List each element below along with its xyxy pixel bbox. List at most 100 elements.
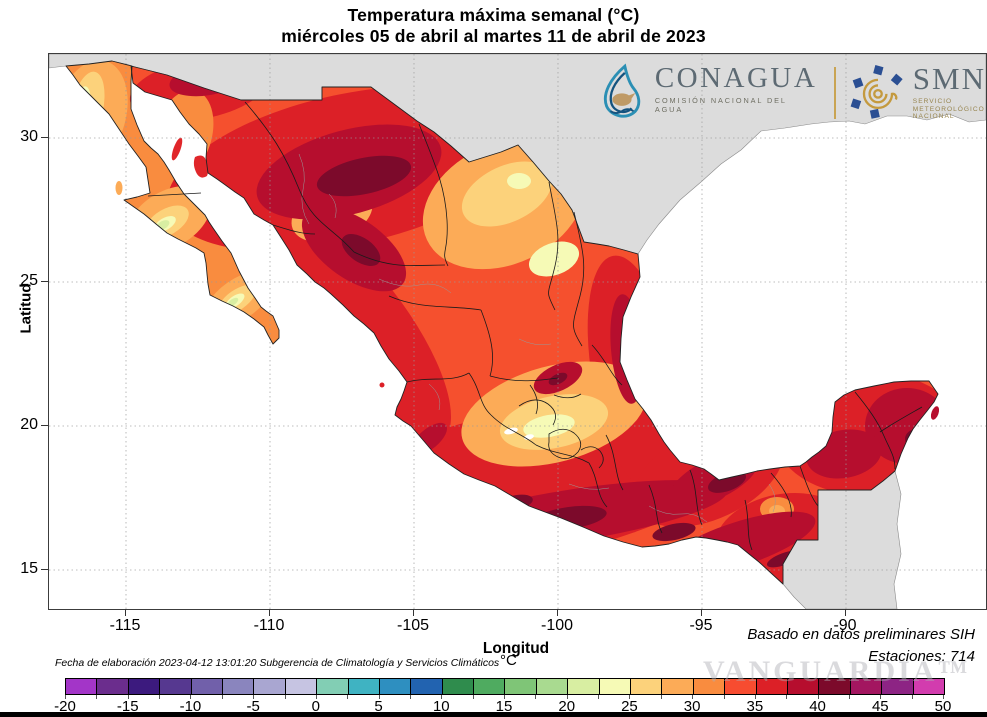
- state-boundaries: [147, 101, 923, 551]
- colorbar-tick-mark: [441, 695, 443, 699]
- colorbar-cell: [160, 679, 192, 694]
- colorbar-cell: [222, 679, 255, 694]
- x-tick-label: -90: [833, 617, 857, 634]
- smn-logo: SMN SERVICIO METEOROLÓGICO NACIONAL: [850, 63, 986, 121]
- colorbar-tick-label: 40: [809, 698, 826, 715]
- colorbar-cell: [66, 679, 98, 694]
- y-tick-mark: [41, 280, 48, 282]
- y-tick-mark: [41, 136, 48, 138]
- conagua-logo: CONAGUA COMISIÓN NACIONAL DEL AGUA: [599, 63, 818, 121]
- y-tick-label: 15: [20, 560, 38, 577]
- colorbar-tick-mark: [409, 695, 411, 699]
- colorbar-cell: [474, 679, 506, 694]
- colorbar-tick-label: 5: [374, 698, 383, 715]
- logo-divider: [833, 67, 836, 119]
- colorbar-tick-mark: [127, 695, 129, 699]
- x-tick-label: -115: [109, 617, 141, 634]
- colorbar-tick-mark: [723, 695, 725, 699]
- conagua-subtitle: COMISIÓN NACIONAL DEL AGUA: [654, 96, 787, 114]
- colorbar-cell: [348, 679, 380, 694]
- colorbar-unit: °C: [500, 652, 517, 669]
- colorbar-tick-mark: [754, 695, 756, 699]
- colorbar-tick-mark: [96, 695, 98, 699]
- colorbar-cell: [568, 679, 600, 694]
- colorbar-cell: [725, 679, 757, 694]
- colorbar-tick-mark: [692, 695, 694, 699]
- bottom-crop-bar: [0, 712, 987, 717]
- colorbar-tick-mark: [629, 695, 631, 699]
- mexico-temperature-map: [49, 54, 986, 609]
- colorbar-cell: [662, 679, 694, 694]
- map-subtitle: miércoles 05 de abril al martes 11 de ab…: [281, 26, 706, 46]
- colorbar-tick-mark: [504, 695, 505, 699]
- conagua-drop-icon: [604, 63, 641, 118]
- colorbar-tick-mark: [848, 695, 850, 699]
- x-tick-mark: [268, 609, 270, 616]
- colorbar-cell: [97, 679, 129, 694]
- colorbar-tick-mark: [786, 695, 788, 699]
- colorbar-tick-label: 30: [683, 698, 701, 715]
- colorbar-tick-mark: [378, 695, 380, 699]
- y-tick-mark: [41, 424, 48, 426]
- colorbar-tick-mark: [190, 695, 192, 699]
- smn-subtitle: SERVICIO METEOROLÓGICO NACIONAL: [912, 98, 985, 120]
- colorbar-tick-mark: [159, 695, 161, 699]
- colorbar-tick-mark: [911, 695, 913, 699]
- map-title: Temperatura máxima semanal (°C): [347, 5, 640, 25]
- colorbar-tick-label: -20: [54, 698, 76, 715]
- colorbar-tick-label: -10: [179, 698, 202, 715]
- x-tick-mark: [556, 609, 558, 616]
- x-tick-label: -100: [540, 617, 574, 634]
- colorbar-tick-mark: [943, 695, 944, 699]
- colorbar-cell: [693, 679, 726, 694]
- colorbar-tick-mark: [566, 695, 568, 699]
- x-tick-mark: [844, 609, 846, 616]
- colorbar-tick-label: 15: [495, 698, 513, 715]
- vanguardia-watermark: VANGUARDIA™: [703, 655, 971, 688]
- colorbar-tick-label: 45: [871, 698, 889, 715]
- x-axis-label: Longitud: [482, 640, 550, 657]
- y-tick-label: 20: [20, 416, 38, 433]
- data-source-note: Basado en datos preliminares SIH: [747, 626, 975, 643]
- x-tick-label: -95: [689, 617, 713, 634]
- colorbar-cell: [191, 679, 223, 694]
- conagua-wordmark: CONAGUA: [654, 62, 818, 94]
- colorbar-tick-label: -15: [116, 698, 139, 715]
- colorbar: [65, 678, 945, 695]
- colorbar-cell: [787, 679, 820, 694]
- colorbar-tick-mark: [221, 695, 223, 699]
- colorbar-cell: [285, 679, 318, 694]
- colorbar-cell: [599, 679, 632, 694]
- colorbar-tick-mark: [65, 695, 66, 699]
- elaboration-note: Fecha de elaboración 2023-04-12 13:01:20…: [55, 657, 500, 669]
- x-tick-mark: [124, 609, 126, 616]
- colorbar-tick-label: 10: [432, 698, 450, 715]
- colorbar-cell: [317, 679, 349, 694]
- y-tick-label: 25: [20, 272, 38, 289]
- x-tick-mark: [700, 609, 702, 616]
- colorbar-tick-mark: [347, 695, 349, 699]
- colorbar-tick-label: 50: [934, 698, 952, 715]
- colorbar-tick-mark: [598, 695, 600, 699]
- colorbar-tick-mark: [315, 695, 317, 699]
- colorbar-tick-mark: [284, 695, 286, 699]
- colorbar-cell: [536, 679, 569, 694]
- smn-wordmark: SMN: [912, 61, 986, 96]
- colorbar-cell: [254, 679, 286, 694]
- x-tick-label: -110: [253, 617, 285, 634]
- colorbar-cell: [442, 679, 475, 694]
- colorbar-cell: [379, 679, 412, 694]
- header-logos: CONAGUA COMISIÓN NACIONAL DEL AGUA SMN: [599, 63, 986, 121]
- y-tick-label: 30: [20, 128, 38, 145]
- y-tick-mark: [41, 568, 48, 570]
- colorbar-tick-mark: [253, 695, 255, 699]
- municipal-boundaries: [298, 153, 776, 523]
- colorbar-cell: [756, 679, 788, 694]
- coastline-outlines: [65, 60, 939, 585]
- x-tick-label: -105: [396, 617, 430, 634]
- colorbar-cell: [631, 679, 663, 694]
- colorbar-cell: [882, 679, 914, 694]
- colorbar-tick-mark: [880, 695, 882, 699]
- colorbar-cell: [819, 679, 851, 694]
